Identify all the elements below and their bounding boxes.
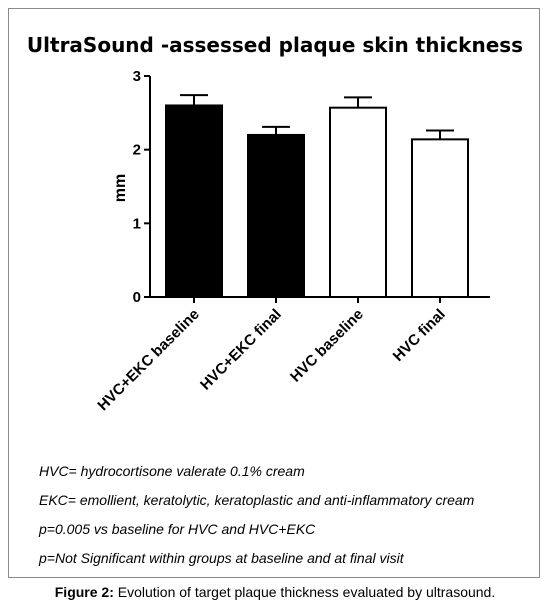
x-tick-label: HVC+EKC baseline — [94, 306, 202, 414]
caption-text: Evolution of target plaque thickness eva… — [117, 584, 496, 600]
bar — [411, 138, 469, 298]
bar — [247, 133, 305, 298]
y-tick-label: 0 — [133, 289, 141, 306]
bar — [329, 106, 387, 298]
note-p-value-groups: p=Not Significant within groups at basel… — [39, 550, 404, 566]
x-tick-label: HVC final — [390, 306, 449, 365]
bar — [165, 104, 223, 299]
note-ekc-definition: EKC= emollient, keratolytic, keratoplast… — [39, 492, 475, 508]
note-hvc-definition: HVC= hydrocortisone valerate 0.1% cream — [39, 463, 305, 479]
y-tick-label: 1 — [133, 215, 141, 232]
y-axis-label: mm — [112, 174, 129, 202]
x-tick-label: HVC+EKC final — [197, 306, 285, 394]
note-p-value-baseline: p=0.005 vs baseline for HVC and HVC+EKC — [39, 521, 316, 537]
figure-notes: HVC= hydrocortisone valerate 0.1% cream … — [39, 461, 539, 577]
y-tick-label: 3 — [133, 68, 141, 85]
y-tick-label: 2 — [133, 142, 141, 159]
x-tick-label: HVC baseline — [287, 306, 367, 386]
chart-title: UltraSound -assessed plaque skin thickne… — [26, 33, 524, 57]
caption-label: Figure 2: — [54, 584, 114, 600]
figure-caption: Figure 2: Evolution of target plaque thi… — [0, 584, 550, 600]
